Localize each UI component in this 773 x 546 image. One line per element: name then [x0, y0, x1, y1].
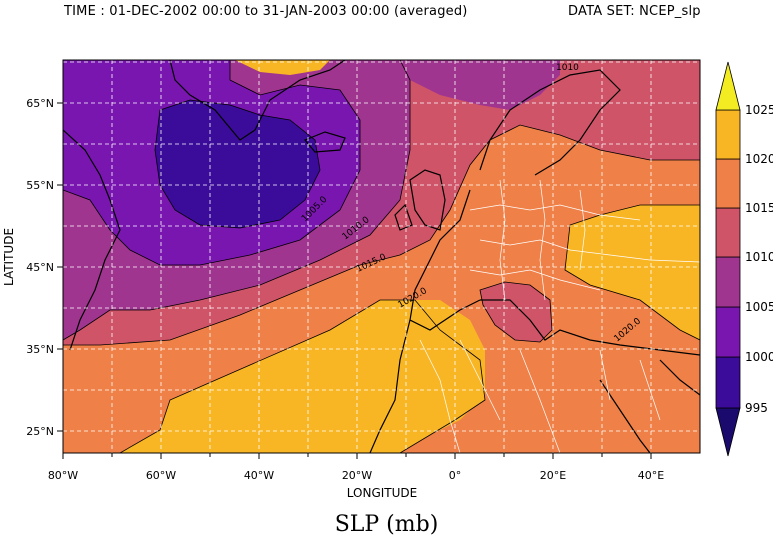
x-tick-labels: 80°W 60°W 40°W 20°W 0° 20°E 40°E — [48, 469, 664, 482]
cb-label-1005: 1005 — [745, 300, 773, 314]
plot-title: SLP (mb) — [334, 512, 439, 537]
ytick-55n: 55°N — [26, 179, 54, 192]
contour-label-1010b: 1010 — [556, 63, 579, 73]
ytick-25n: 25°N — [26, 425, 54, 438]
tick-marks — [57, 102, 652, 459]
colorbar-1010-1015 — [715, 207, 741, 258]
cb-label-1025: 1025 — [745, 103, 773, 117]
band-1020-pocket — [380, 300, 485, 453]
band-995-1000 — [155, 100, 320, 228]
xtick-80w: 80°W — [48, 469, 78, 482]
cb-label-1020: 1020 — [745, 152, 773, 166]
colorbar-labels: 995 1000 1005 1010 1015 1020 1025 — [745, 103, 773, 415]
xtick-40e: 40°E — [638, 469, 664, 482]
colorbar-1015-1020 — [715, 158, 741, 209]
colorbar — [715, 61, 741, 457]
ytick-45n: 45°N — [26, 261, 54, 274]
y-axis-label: LATITUDE — [2, 228, 16, 286]
xtick-20e: 20°E — [540, 469, 566, 482]
country-borders — [419, 179, 700, 453]
xtick-20w: 20°W — [342, 469, 372, 482]
dataset-header: DATA SET: NCEP_slp — [568, 4, 701, 19]
colorbar-1020-1025 — [715, 109, 741, 160]
contour-lines — [63, 60, 700, 453]
time-range-header: TIME : 01-DEC-2002 00:00 to 31-JAN-2003 … — [64, 4, 468, 19]
xtick-0: 0° — [449, 469, 462, 482]
slp-field: 1005.0 1010.0 1015.0 1020.0 1020.0 1010 — [63, 60, 700, 453]
cb-label-1000: 1000 — [745, 350, 773, 364]
graticule — [63, 60, 700, 453]
colorbar-995-1000 — [715, 356, 741, 409]
cb-label-995: 995 — [745, 401, 768, 415]
colorbar-1005-1010 — [715, 256, 741, 308]
colorbar-under-triangle — [715, 407, 741, 457]
cb-label-1015: 1015 — [745, 201, 773, 215]
ytick-35n: 35°N — [26, 343, 54, 356]
x-axis-label: LONGITUDE — [347, 486, 417, 500]
xtick-60w: 60°W — [146, 469, 176, 482]
colorbar-1000-1005 — [715, 306, 741, 358]
plot-frame — [62, 59, 701, 454]
xtick-40w: 40°W — [244, 469, 274, 482]
coastlines — [63, 60, 700, 453]
cb-label-1010: 1010 — [745, 250, 773, 264]
colorbar-over-triangle — [715, 61, 741, 111]
y-tick-labels: 65°N 55°N 45°N 35°N 25°N — [26, 97, 54, 438]
ytick-65n: 65°N — [26, 97, 54, 110]
